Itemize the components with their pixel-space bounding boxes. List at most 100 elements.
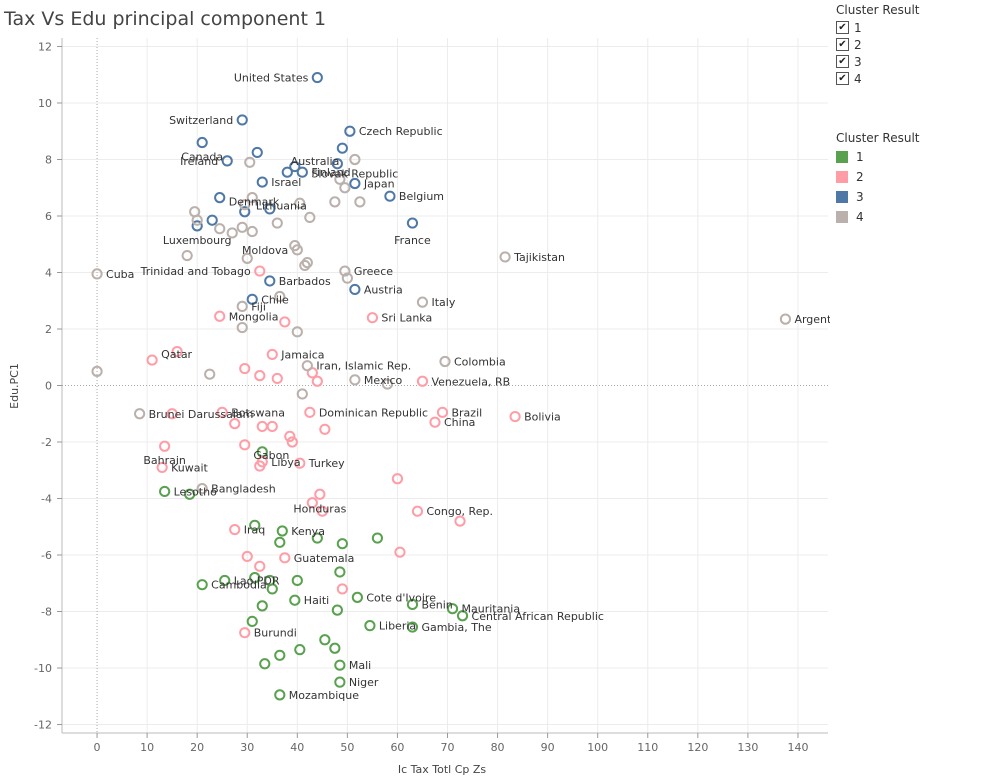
data-point[interactable]: [156, 461, 168, 474]
data-point[interactable]: [304, 211, 316, 224]
legend-item-4[interactable]: 4: [836, 207, 919, 227]
data-point[interactable]: [254, 560, 266, 572]
data-point[interactable]: [226, 227, 238, 239]
data-point[interactable]: [329, 196, 341, 208]
data-point[interactable]: [411, 505, 424, 517]
data-point[interactable]: [316, 505, 328, 517]
data-point[interactable]: [499, 251, 511, 263]
data-point[interactable]: [279, 552, 291, 564]
data-point[interactable]: [274, 290, 286, 303]
data-point[interactable]: [196, 579, 208, 591]
data-point[interactable]: [336, 142, 348, 154]
data-point[interactable]: [454, 515, 466, 527]
data-point[interactable]: [264, 203, 276, 215]
data-point[interactable]: [416, 296, 429, 308]
data-point[interactable]: [384, 190, 396, 202]
data-point[interactable]: [239, 199, 251, 211]
data-point[interactable]: [91, 365, 103, 377]
data-point[interactable]: [266, 348, 278, 361]
data-point[interactable]: [219, 574, 231, 587]
data-point[interactable]: [266, 583, 278, 595]
data-point[interactable]: [329, 642, 341, 654]
data-point[interactable]: [196, 483, 208, 495]
data-point[interactable]: [349, 177, 361, 190]
data-point[interactable]: [446, 603, 459, 615]
data-point[interactable]: [239, 362, 251, 375]
data-point[interactable]: [341, 272, 353, 284]
data-point[interactable]: [416, 375, 429, 387]
data-point[interactable]: [246, 293, 258, 305]
data-point[interactable]: [236, 321, 248, 334]
data-point[interactable]: [286, 436, 298, 448]
data-point[interactable]: [239, 439, 251, 451]
legend-item-1[interactable]: 1: [836, 147, 919, 167]
data-point[interactable]: [256, 420, 268, 433]
data-point[interactable]: [246, 225, 258, 238]
data-point[interactable]: [291, 244, 303, 256]
data-point[interactable]: [291, 326, 303, 338]
data-point[interactable]: [336, 583, 348, 595]
data-point[interactable]: [509, 410, 521, 423]
data-point[interactable]: [339, 265, 351, 277]
data-point[interactable]: [311, 532, 323, 544]
data-point[interactable]: [236, 221, 248, 233]
data-point[interactable]: [191, 214, 203, 226]
data-point[interactable]: [406, 621, 419, 633]
data-point[interactable]: [159, 485, 171, 498]
data-point[interactable]: [344, 125, 356, 137]
data-point[interactable]: [354, 196, 366, 208]
data-point[interactable]: [256, 176, 268, 188]
data-point[interactable]: [301, 360, 313, 372]
data-point[interactable]: [251, 146, 263, 159]
data-point[interactable]: [351, 591, 363, 603]
legend-item-2[interactable]: 2: [836, 167, 919, 187]
data-point[interactable]: [271, 372, 283, 385]
data-point[interactable]: [336, 538, 348, 550]
data-point[interactable]: [166, 408, 178, 420]
data-point[interactable]: [289, 594, 301, 606]
data-point[interactable]: [229, 418, 241, 430]
data-point[interactable]: [319, 634, 331, 646]
data-point[interactable]: [206, 214, 218, 226]
checkbox[interactable]: ✔: [836, 21, 849, 34]
data-point[interactable]: [319, 423, 331, 435]
data-point[interactable]: [214, 223, 226, 235]
data-point[interactable]: [221, 155, 233, 167]
data-point[interactable]: [159, 440, 171, 452]
data-point[interactable]: [171, 345, 183, 358]
data-point[interactable]: [196, 136, 208, 149]
data-point[interactable]: [304, 406, 316, 418]
data-point[interactable]: [274, 689, 286, 701]
data-point[interactable]: [239, 627, 251, 639]
data-point[interactable]: [241, 550, 253, 563]
data-point[interactable]: [394, 546, 406, 558]
data-point[interactable]: [91, 268, 103, 280]
checkbox[interactable]: ✔: [836, 72, 849, 85]
filter-item-4[interactable]: ✔ 4: [836, 70, 919, 87]
legend-item-3[interactable]: 3: [836, 187, 919, 207]
data-point[interactable]: [259, 658, 271, 670]
data-point[interactable]: [314, 488, 326, 500]
data-point[interactable]: [214, 310, 226, 322]
data-point[interactable]: [134, 408, 146, 420]
data-point[interactable]: [146, 354, 158, 366]
data-point[interactable]: [334, 566, 346, 578]
data-point[interactable]: [244, 156, 256, 168]
data-point[interactable]: [301, 257, 313, 269]
data-point[interactable]: [311, 71, 323, 84]
data-point[interactable]: [381, 378, 394, 390]
data-point[interactable]: [306, 497, 318, 509]
data-point[interactable]: [256, 600, 268, 612]
data-point[interactable]: [294, 644, 306, 656]
data-point[interactable]: [249, 519, 261, 531]
data-point[interactable]: [254, 460, 266, 472]
data-point[interactable]: [349, 153, 361, 166]
data-point[interactable]: [779, 313, 792, 325]
data-point[interactable]: [439, 355, 451, 368]
data-point[interactable]: [331, 604, 343, 616]
data-point[interactable]: [291, 574, 303, 587]
data-point[interactable]: [436, 406, 449, 418]
data-point[interactable]: [276, 525, 288, 537]
data-point[interactable]: [289, 160, 301, 173]
filter-item-1[interactable]: ✔ 1: [836, 19, 919, 36]
